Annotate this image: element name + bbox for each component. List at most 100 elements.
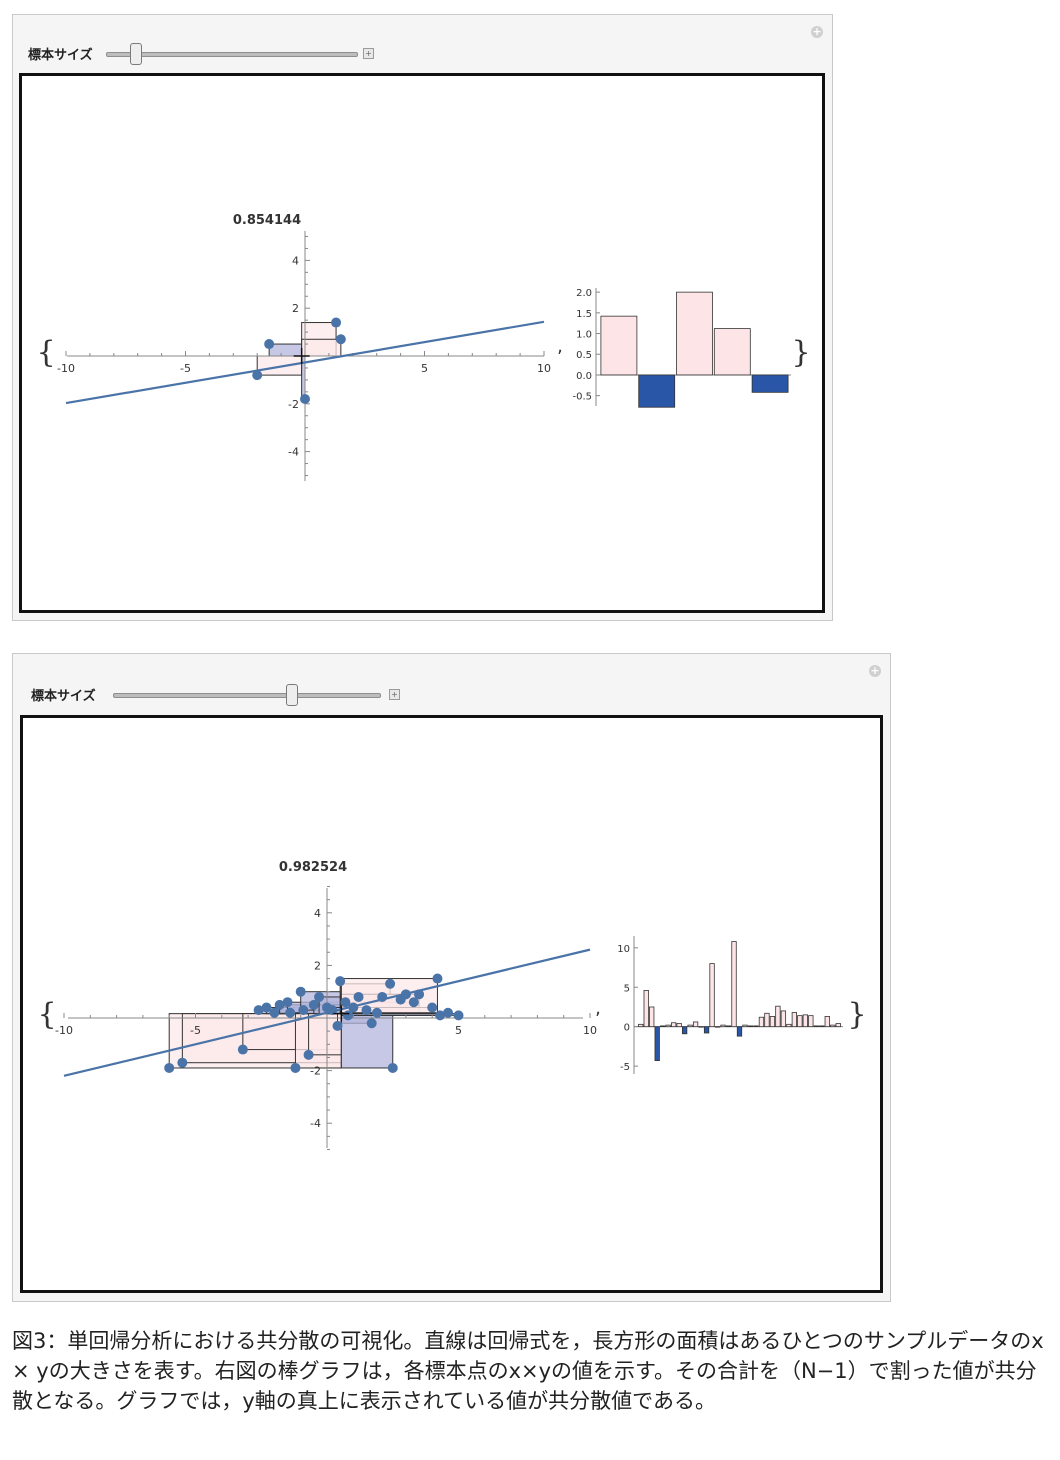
data-point [335, 976, 346, 987]
bar [791, 1012, 798, 1028]
data-point [408, 997, 419, 1008]
bar-y-tick-label: -0.5 [572, 392, 592, 403]
bar [654, 1026, 660, 1061]
bar [780, 1010, 787, 1028]
covariance-rect [308, 1013, 342, 1056]
y-tick-label: 2 [314, 959, 321, 972]
output-area: -10 -5 5 10 4 2 -2 -4 0.854144 {}, 2.0 1.5 1.0 0.5 0.0… [19, 73, 825, 613]
plot-canvas: -10 -5 5 10 4 2 -2 -4 0.982524 {}, 10 5 0 -5 [37, 860, 867, 1150]
data-point [387, 1062, 398, 1073]
bar [753, 1025, 759, 1028]
sample-size-label: 標本サイズ [31, 689, 96, 704]
bar [819, 1025, 825, 1028]
y-tick-label: 2 [292, 302, 299, 315]
data-point [177, 1057, 188, 1068]
covariance-rect [268, 343, 303, 357]
slider-thumb[interactable] [129, 43, 142, 65]
data-point [335, 334, 346, 345]
y-tick-label: -2 [310, 1065, 321, 1078]
x-tick-label: -10 [55, 1024, 73, 1037]
data-point [442, 1007, 453, 1018]
slider-options-icon[interactable]: + [389, 689, 400, 700]
bar [681, 1026, 688, 1035]
data-point [366, 1018, 377, 1029]
regression-line [65, 320, 545, 405]
data-point [261, 1002, 272, 1013]
data-point [332, 1020, 343, 1031]
bar [692, 1021, 699, 1028]
data-point [327, 1005, 338, 1016]
data-point [427, 1002, 438, 1013]
data-point [453, 1010, 464, 1021]
data-point [237, 1044, 248, 1055]
bar [813, 1025, 819, 1028]
data-point [400, 989, 411, 1000]
bar [786, 1023, 792, 1028]
data-point [298, 1005, 309, 1016]
bar-y-tick-label: 5 [624, 983, 630, 994]
list-brace-open: { [37, 997, 56, 1032]
bar [713, 328, 751, 376]
bar [676, 1023, 682, 1028]
bar [676, 291, 713, 376]
bar [808, 1015, 814, 1028]
bar [714, 1026, 721, 1028]
covariance-value-label: 0.982524 [279, 860, 347, 875]
bar [660, 1025, 666, 1028]
data-point [414, 989, 425, 1000]
y-tick-label: -4 [310, 1117, 321, 1130]
list-brace-open: { [36, 335, 55, 370]
covariance-rect [301, 338, 342, 357]
bar [665, 1024, 671, 1028]
data-point [361, 1005, 372, 1016]
bar-y-tick-label: 10 [617, 944, 630, 955]
data-point [282, 997, 293, 1008]
data-point [331, 317, 342, 328]
sample-size-slider[interactable] [113, 693, 381, 698]
bar [638, 374, 676, 408]
data-point [308, 999, 319, 1010]
sample-size-slider[interactable] [106, 52, 358, 57]
data-point [269, 1007, 280, 1018]
data-point [435, 1010, 446, 1021]
output-area: -10 -5 5 10 4 2 -2 -4 0.982524 {}, 10 5 0 -5 [20, 715, 883, 1293]
data-point [340, 997, 351, 1008]
bar [775, 1005, 781, 1028]
expand-plus-icon[interactable]: + [869, 664, 881, 677]
data-point [343, 1010, 354, 1021]
data-point [432, 973, 443, 984]
data-point [252, 370, 263, 381]
bar [725, 1025, 732, 1028]
covariance-value-label: 0.854144 [233, 213, 301, 228]
slider-options-icon[interactable]: + [363, 48, 374, 59]
slider-thumb[interactable] [285, 684, 298, 706]
y-tick-label: 4 [314, 907, 321, 920]
bar-y-tick-label: 2.0 [576, 288, 592, 299]
x-tick-label: 5 [421, 362, 428, 375]
bar [742, 1024, 748, 1028]
data-point [303, 1049, 314, 1060]
expand-plus-icon[interactable]: + [811, 25, 823, 38]
x-tick-label: -5 [180, 362, 191, 375]
bar [638, 1023, 644, 1028]
bar [797, 1015, 803, 1028]
y-tick-label: -2 [288, 398, 299, 411]
y-tick-label: -4 [288, 446, 299, 459]
bar [720, 1024, 726, 1028]
bar-y-tick-label: 0 [624, 1023, 630, 1034]
bar [758, 1016, 765, 1028]
bar [703, 1026, 710, 1034]
data-point [348, 1002, 359, 1013]
list-brace-close: } [791, 335, 810, 370]
figure-caption: 図3：単回帰分析における共分散の可視化。直線は回帰式を，長方形の面積はあるひとつ… [12, 1329, 1044, 1413]
list-comma: , [557, 336, 563, 357]
bar [643, 990, 649, 1028]
bar-y-tick-label: 1.5 [576, 309, 592, 320]
data-point [264, 339, 275, 350]
manipulate-panel-1: + 標本サイズ + -10 -5 5 10 4 2 -2 -4 0.854144 {}, 2.0 1.… [12, 14, 833, 621]
y-tick-label: 4 [292, 254, 299, 267]
bar [600, 315, 638, 376]
list-brace-close: } [847, 997, 866, 1032]
bar [698, 1026, 704, 1028]
bar [709, 963, 715, 1028]
